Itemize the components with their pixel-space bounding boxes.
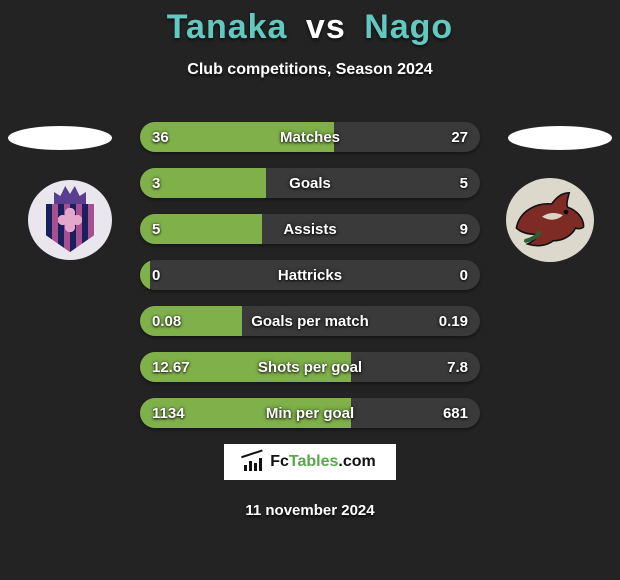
stat-value-right: 9 <box>448 214 480 244</box>
stat-value-left: 5 <box>140 214 172 244</box>
stat-value-right: 7.8 <box>435 352 480 382</box>
player1-club-badge <box>20 176 120 264</box>
stat-value-right: 5 <box>448 168 480 198</box>
stat-value-left: 3 <box>140 168 172 198</box>
title-vs: vs <box>306 8 346 46</box>
brand-tld: .com <box>338 453 375 470</box>
player2-photo-placeholder <box>508 126 612 150</box>
player2-name: Nago <box>364 8 453 46</box>
stat-value-left: 36 <box>140 122 181 152</box>
stat-row: 35Goals <box>140 168 480 198</box>
stat-value-left: 1134 <box>140 398 197 428</box>
stat-value-right: 681 <box>431 398 480 428</box>
stat-value-left: 0 <box>140 260 172 290</box>
stat-row: 1134681Min per goal <box>140 398 480 428</box>
stat-value-left: 0.08 <box>140 306 193 336</box>
brand-suffix: Tables <box>289 453 339 470</box>
stat-value-right: 0.19 <box>427 306 480 336</box>
club-wolf-icon <box>500 176 600 264</box>
stats-bars: 3627Matches35Goals59Assists00Hattricks0.… <box>140 122 480 444</box>
comparison-subtitle: Club competitions, Season 2024 <box>0 61 620 79</box>
stat-row: 00Hattricks <box>140 260 480 290</box>
stat-value-right: 0 <box>448 260 480 290</box>
stat-value-left: 12.67 <box>140 352 202 382</box>
club-crest-icon <box>20 176 120 264</box>
infographic-date: 11 november 2024 <box>0 502 620 519</box>
stat-row: 12.677.8Shots per goal <box>140 352 480 382</box>
barchart-icon <box>244 453 264 471</box>
brand-prefix: Fc <box>270 453 289 470</box>
stat-row: 59Assists <box>140 214 480 244</box>
comparison-title: Tanaka vs Nago <box>0 0 620 47</box>
stat-row: 0.080.19Goals per match <box>140 306 480 336</box>
infographic-root: Tanaka vs Nago Club competitions, Season… <box>0 0 620 580</box>
source-logo-text: FcTables.com <box>270 453 376 471</box>
stat-row: 3627Matches <box>140 122 480 152</box>
player1-photo-placeholder <box>8 126 112 150</box>
stat-value-right: 27 <box>439 122 480 152</box>
source-logo: FcTables.com <box>224 444 396 480</box>
player2-club-badge <box>500 176 600 264</box>
player1-name: Tanaka <box>167 8 288 46</box>
